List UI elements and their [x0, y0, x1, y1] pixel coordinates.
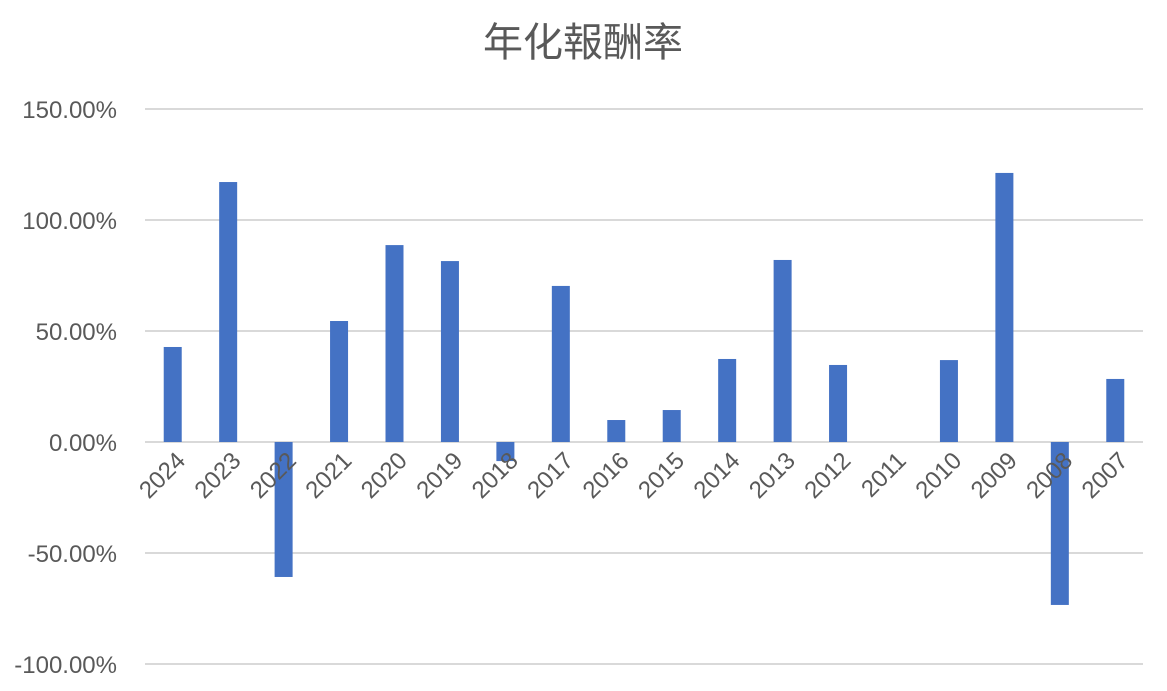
- x-tick-label: 2007: [1077, 447, 1134, 504]
- bar-2016: [607, 420, 626, 442]
- x-tick-label: 2012: [799, 447, 856, 504]
- bar-2020: [385, 245, 404, 442]
- x-tick-label: 2013: [744, 447, 801, 504]
- bar-2024: [163, 346, 182, 442]
- bar-2012: [829, 364, 848, 442]
- bar-2010: [939, 360, 958, 442]
- bar-2019: [440, 261, 459, 442]
- bar-2022: [274, 442, 293, 577]
- x-tick-label: 2011: [856, 447, 912, 503]
- bar-2013: [773, 259, 792, 442]
- x-tick-label: 2016: [578, 447, 635, 504]
- bar-2014: [718, 358, 737, 442]
- x-tick-label: 2010: [910, 447, 967, 504]
- bar-2007: [1106, 378, 1125, 442]
- y-tick-label: 150.00%: [22, 97, 117, 124]
- bar-2023: [219, 182, 238, 442]
- y-tick-label: 100.00%: [22, 208, 117, 235]
- x-tick-label: 2018: [467, 447, 524, 504]
- x-tick-label: 2009: [966, 447, 1023, 504]
- y-axis: 150.00% 100.00% 50.00% 0.00% -50.00% -100.00%: [14, 97, 117, 679]
- x-tick-label: 2008: [1021, 447, 1078, 504]
- y-tick-label: -50.00%: [28, 541, 117, 568]
- bar-2015: [662, 410, 681, 442]
- x-tick-label: 2015: [633, 447, 690, 504]
- bar-2021: [330, 321, 349, 442]
- y-tick-label: -100.00%: [14, 652, 117, 679]
- y-tick-label: 50.00%: [36, 319, 117, 346]
- x-tick-label: 2014: [689, 447, 746, 504]
- gridlines: [145, 108, 1143, 665]
- bars: [163, 172, 1125, 605]
- x-tick-label: 2023: [190, 447, 247, 504]
- x-tick-label: 2022: [245, 447, 302, 504]
- bar-2017: [551, 285, 570, 442]
- x-tick-label: 2019: [411, 447, 468, 504]
- x-tick-label: 2020: [356, 447, 413, 504]
- chart-title: 年化報酬率: [483, 21, 683, 65]
- bar-2018: [496, 442, 515, 462]
- x-tick-label: 2017: [522, 447, 579, 504]
- bar-2008: [1050, 442, 1069, 605]
- x-tick-label: 2024: [134, 447, 191, 504]
- y-tick-label: 0.00%: [49, 430, 117, 457]
- x-tick-label: 2021: [300, 447, 357, 504]
- bar-2009: [995, 172, 1014, 442]
